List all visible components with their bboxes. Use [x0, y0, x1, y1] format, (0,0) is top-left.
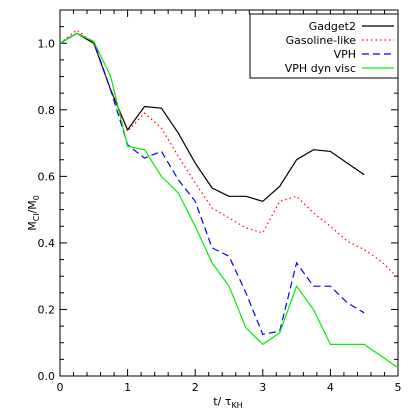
tick-labels: 0 1 2 3 4 5 0.0 0.2 0.4 0.6 0.8 1.0 — [38, 37, 402, 394]
y-tick-label: 0.8 — [38, 104, 56, 117]
axis-labels: t/ τKH MCl/M0 — [26, 195, 243, 410]
x-axis-label: t/ τKH — [213, 395, 242, 410]
legend-label: Gadget2 — [309, 20, 356, 33]
series-group — [59, 29, 399, 369]
legend-box — [249, 13, 399, 79]
y-tick-label: 0.4 — [38, 237, 56, 250]
series-line-vph-dyn-visc — [59, 32, 399, 369]
y-tick-label: 1.0 — [38, 37, 56, 50]
legend-label: VPH — [334, 48, 356, 61]
x-tick-label: 4 — [327, 381, 334, 394]
x-tick-label: 0 — [57, 381, 64, 394]
y-tick-label: 0.6 — [38, 170, 56, 183]
x-tick-label: 2 — [192, 381, 199, 394]
y-axis-label: MCl/M0 — [26, 195, 41, 231]
series-line-gasoline-like — [59, 29, 399, 279]
y-tick-label: 0.0 — [38, 370, 56, 383]
legend-label: VPH dyn visc — [285, 62, 356, 75]
legend-label: Gasoline-like — [286, 34, 357, 47]
y-tick-label: 0.2 — [38, 303, 56, 316]
x-tick-label: 1 — [124, 381, 131, 394]
x-tick-label: 3 — [259, 381, 266, 394]
x-tick-label: 5 — [395, 381, 402, 394]
series-line-vph — [59, 32, 365, 336]
